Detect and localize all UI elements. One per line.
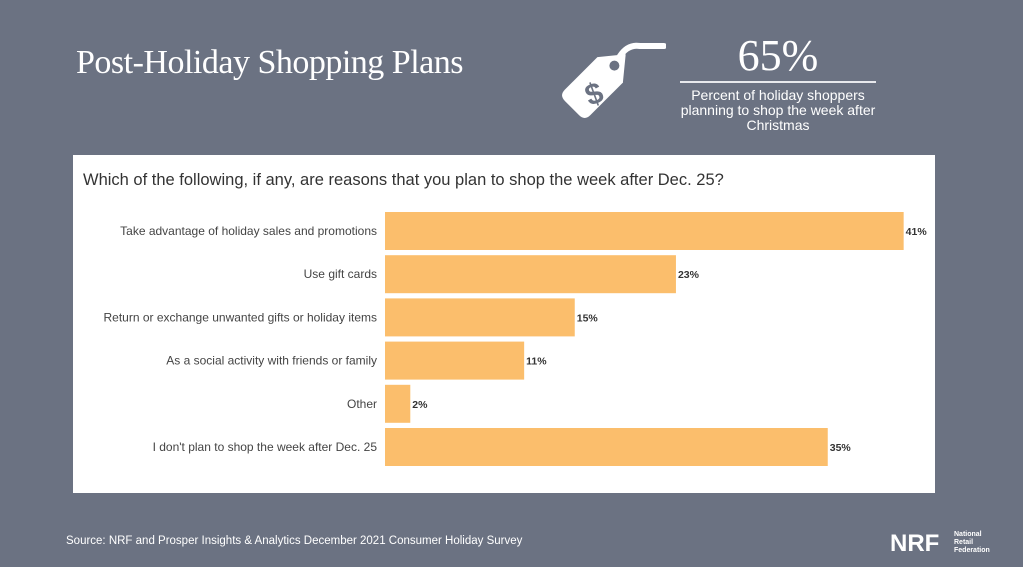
logo-text: NRF: [890, 530, 939, 557]
highlight-value: 65%: [737, 31, 819, 80]
highlight-description: Percent of holiday shoppers planning to …: [680, 87, 876, 133]
chart-title: Which of the following, if any, are reas…: [83, 171, 724, 189]
category-label: As a social activity with friends or fam…: [166, 354, 377, 368]
category-label: Use gift cards: [304, 267, 377, 281]
data-label: 35%: [830, 442, 852, 454]
bar: [385, 298, 575, 337]
source-note: Source: NRF and Prosper Insights & Analy…: [66, 535, 523, 547]
category-label: I don't plan to shop the week after Dec.…: [153, 440, 378, 454]
bar: [385, 428, 828, 466]
data-label: 15%: [577, 312, 599, 324]
chart-card: Which of the following, if any, are reas…: [73, 155, 935, 493]
data-label: 2%: [412, 399, 428, 411]
highlight-divider: [680, 81, 876, 83]
bar: [385, 341, 525, 380]
bar: [385, 212, 904, 250]
bar: [385, 384, 411, 423]
page-title: Post-Holiday Shopping Plans: [76, 44, 463, 81]
category-label: Other: [347, 397, 377, 411]
bar-chart: Take advantage of holiday sales and prom…: [104, 212, 928, 466]
data-label: 11%: [526, 356, 547, 368]
category-label: Take advantage of holiday sales and prom…: [120, 224, 377, 238]
bar: [385, 255, 676, 294]
logo-subtext-3: Federation: [954, 547, 990, 554]
nrf-logo: NRF National Retail Federation: [890, 530, 990, 557]
price-tag-dollar-icon: $: [562, 42, 666, 118]
logo-subtext-2: Retail: [954, 539, 973, 546]
logo-subtext-1: National: [954, 531, 982, 538]
category-label: Return or exchange unwanted gifts or hol…: [104, 310, 378, 324]
data-label: 23%: [678, 269, 700, 281]
data-label: 41%: [906, 226, 928, 238]
